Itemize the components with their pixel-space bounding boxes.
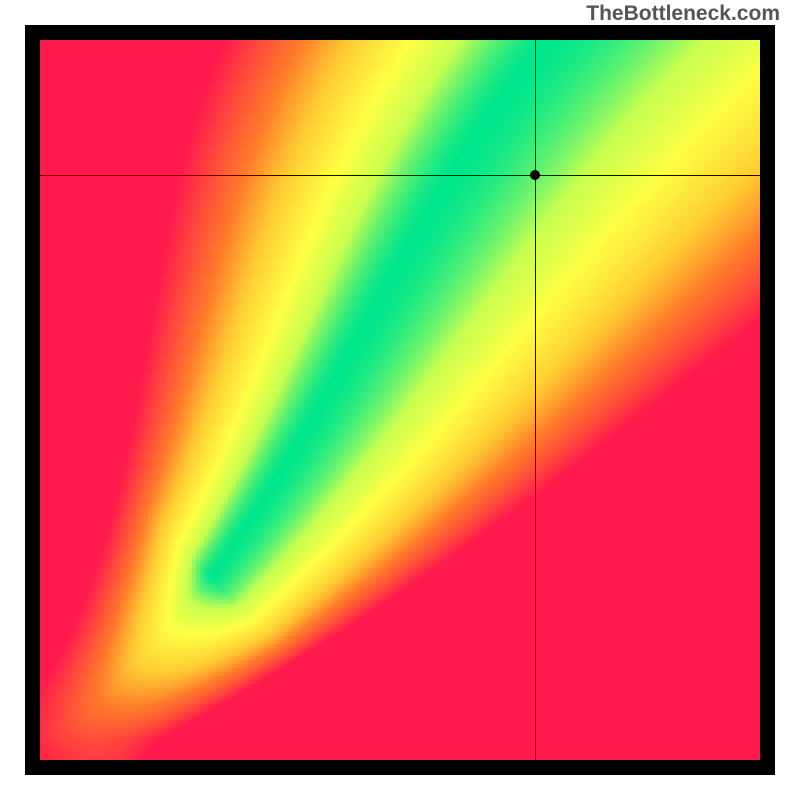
chart-frame xyxy=(25,25,775,775)
plot-area xyxy=(40,40,760,760)
watermark-text: TheBottleneck.com xyxy=(586,2,780,26)
marker-dot xyxy=(530,170,540,180)
crosshair-vertical xyxy=(535,40,536,760)
heatmap-canvas xyxy=(40,40,760,760)
crosshair-horizontal xyxy=(40,175,760,176)
